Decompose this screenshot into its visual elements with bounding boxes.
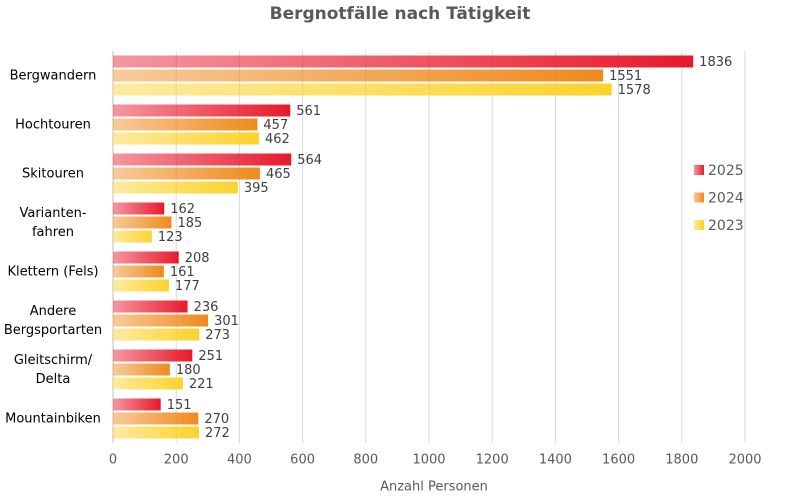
x-tick-label: 1200 [476,453,509,468]
x-tick-label: 200 [164,453,189,468]
data-label: 457 [263,118,288,133]
legend-swatch [694,192,704,203]
x-tick-label: 800 [353,453,378,468]
y-tick-label: Skitouren [22,166,84,181]
y-tick-label: Klettern (Fels) [7,264,99,279]
data-label: 301 [214,314,239,329]
bar [113,104,291,117]
y-tick-label: Mountainbiken [5,411,101,426]
legend-swatch [694,165,704,175]
bar [113,153,292,166]
x-tick-label: 1800 [665,453,698,468]
bar [113,230,152,243]
bar [113,363,170,376]
y-tick-label: Andere Bergsportarten [3,303,103,338]
data-label: 221 [189,377,214,392]
bar [113,412,199,425]
legend-label: 2023 [708,218,744,234]
data-label: 208 [185,251,210,266]
data-label: 177 [175,279,200,294]
chart-title: Bergnotfälle nach Tätigkeit [270,4,531,24]
bar [113,167,260,180]
x-tick-label: 600 [290,453,315,468]
data-label: 185 [177,216,202,231]
bar [113,55,694,68]
data-label: 251 [198,349,223,364]
bar [113,349,193,362]
data-label: 236 [194,300,219,315]
y-tick-label: Gleitschirm/ Delta [13,352,93,387]
data-label: 564 [297,153,322,168]
x-tick-label: 1400 [539,453,572,468]
bar [113,181,238,194]
data-label: 395 [244,181,269,196]
data-label: 180 [176,363,201,378]
bar [113,426,199,439]
bar [113,377,183,390]
bar [113,69,604,82]
x-tick-label: 400 [227,453,252,468]
x-axis-title: Anzahl Personen [380,480,488,495]
bar [113,265,164,278]
bar [113,118,258,131]
bar [113,83,612,96]
bar [113,300,188,313]
x-tick-label: 0 [109,453,117,468]
bar [113,216,172,229]
data-label: 462 [265,132,290,147]
data-label: 273 [205,328,230,343]
bar [113,132,259,145]
data-label: 465 [266,167,291,182]
data-label: 1836 [699,55,732,70]
bar [113,314,209,327]
data-label: 162 [170,202,195,217]
bar [113,202,165,215]
y-tick-label: Hochtouren [15,117,91,132]
bar [113,251,179,264]
bar [113,398,161,411]
data-label: 161 [170,265,195,280]
x-tick-label: 1000 [412,453,445,468]
y-tick-label: Varianten- fahren [19,205,87,240]
data-label: 1551 [609,69,642,84]
data-label: 151 [167,398,192,413]
y-tick-label: Bergwandern [9,68,97,83]
data-label: 272 [205,426,230,441]
data-label: 270 [204,412,229,427]
legend-label: 2025 [708,163,744,179]
data-label: 1578 [618,83,651,98]
legend-label: 2024 [708,191,744,207]
legend-swatch [694,220,704,230]
x-tick-label: 2000 [728,453,761,468]
data-label: 123 [158,230,183,245]
data-label: 561 [296,104,321,119]
x-tick-label: 1600 [602,453,635,468]
bar [113,279,169,292]
bar [113,328,200,341]
